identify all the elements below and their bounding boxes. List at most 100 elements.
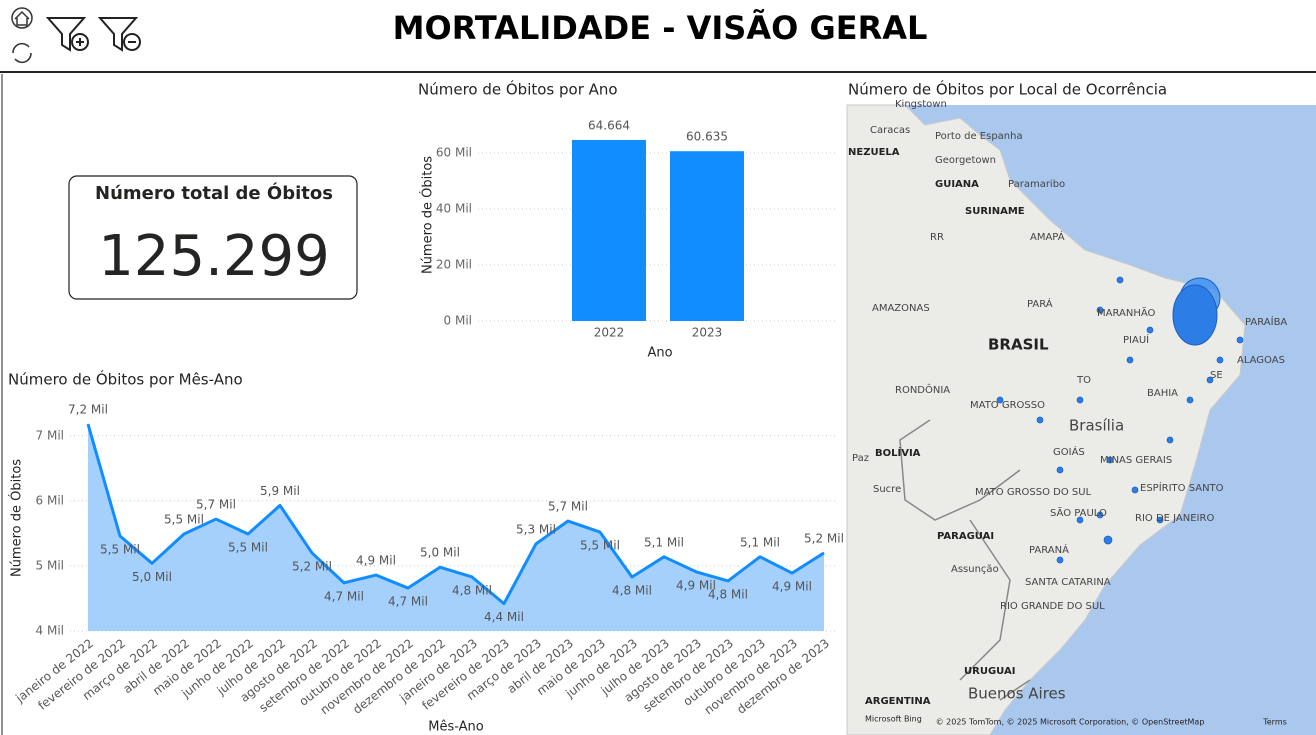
map-label: Caracas <box>870 125 910 136</box>
y-tick-label: 5 Mil <box>36 558 64 572</box>
map-label: MINAS GERAIS <box>1100 455 1172 466</box>
map-brand: Microsoft Bing <box>865 715 922 724</box>
x-tick-label: 2022 <box>594 326 625 340</box>
data-label: 4,9 Mil <box>676 578 716 592</box>
data-label: 5,5 Mil <box>164 513 204 527</box>
map-label: SÃO PAULO <box>1050 506 1107 519</box>
map-label: Assunção <box>951 564 999 575</box>
map[interactable]: Kingstown Caracas Porto de Espanha NEZUELA G… <box>846 99 1316 735</box>
map-attribution: © 2025 TomTom, © 2025 Microsoft Corporat… <box>936 718 1205 727</box>
map-label: Porto de Espanha <box>935 131 1023 142</box>
map-label: AMAPÁ <box>1030 230 1065 243</box>
data-label: 4,7 Mil <box>324 589 364 603</box>
map-label: Brasília <box>1069 417 1124 435</box>
kpi-card <box>68 175 358 300</box>
filter-add-button[interactable] <box>45 17 89 52</box>
y-tick-label: 7 Mil <box>36 428 64 442</box>
y-axis-title: Número de Óbitos <box>9 459 25 577</box>
y-axis-title: Número de Óbitos <box>420 156 436 274</box>
map-bubble-cluster[interactable] <box>1172 284 1218 346</box>
data-label: 5,1 Mil <box>740 535 780 549</box>
y-tick-label: 40 Mil <box>436 202 472 216</box>
map-label: URUGUAI <box>964 666 1015 677</box>
data-label: 5,2 Mil <box>292 559 332 573</box>
y-tick-label: 4 Mil <box>36 624 64 638</box>
y-tick-label: 6 Mil <box>36 493 64 507</box>
map-label: RIO DE JANEIRO <box>1135 513 1214 524</box>
data-label: 4,4 Mil <box>484 610 524 624</box>
map-title: Número de Óbitos por Local de Ocorrência <box>848 80 1167 99</box>
data-label: 5,1 Mil <box>644 535 684 549</box>
map-label: Paz <box>852 453 869 464</box>
data-label: 5,3 Mil <box>516 522 556 536</box>
map-label: BAHIA <box>1147 388 1178 399</box>
map-label: RONDÔNIA <box>895 383 950 396</box>
data-label: 4,8 Mil <box>708 587 748 601</box>
map-label: AMAZONAS <box>872 303 930 314</box>
filter-remove-button[interactable] <box>97 17 141 52</box>
map-points[interactable] <box>996 276 1244 564</box>
map-terms[interactable]: Terms <box>1262 718 1287 727</box>
map-label: Paramaribo <box>1008 179 1065 190</box>
y-tick-label: 20 Mil <box>436 258 472 272</box>
map-label: PARAGUAI <box>937 531 994 542</box>
map-label: MARANHÃO <box>1097 306 1156 319</box>
map-label: SURINAME <box>965 206 1025 217</box>
map-label: MATO GROSSO DO SUL <box>975 487 1092 498</box>
map-label: GUIANA <box>935 179 979 190</box>
data-label: 5,7 Mil <box>548 500 588 514</box>
map-label: RIO GRANDE DO SUL <box>1000 601 1105 612</box>
kpi-title: Número total de Óbitos <box>95 182 333 204</box>
data-label: 5,7 Mil <box>196 498 236 512</box>
map-label: Buenos Aires <box>968 685 1066 703</box>
map-label: MATO GROSSO <box>970 400 1045 411</box>
map-label: ALAGOAS <box>1237 355 1285 366</box>
map-label: PARANÁ <box>1029 543 1069 556</box>
data-label: 5,0 Mil <box>420 546 460 560</box>
data-label: 5,2 Mil <box>804 531 844 545</box>
chart-title: Número de Óbitos por Ano <box>418 80 618 99</box>
data-label: 4,8 Mil <box>612 583 652 597</box>
data-label: 64.664 <box>588 118 630 132</box>
line <box>86 423 825 606</box>
map-borders <box>899 419 1031 701</box>
refresh-button[interactable] <box>12 42 32 64</box>
data-label: 4,9 Mil <box>772 580 812 594</box>
x-tick-label: 2023 <box>692 326 723 340</box>
data-label: 7,2 Mil <box>68 403 108 417</box>
data-label: 5,9 Mil <box>260 484 300 498</box>
map-label: SE <box>1210 370 1223 381</box>
data-label: 60.635 <box>686 130 728 144</box>
map-land <box>846 104 1246 735</box>
map-label: GOIÁS <box>1053 445 1085 458</box>
page-title: MORTALIDADE - VISÃO GERAL <box>393 9 928 47</box>
map-label: BRASIL <box>988 336 1049 354</box>
map-label: PARÁ <box>1027 297 1053 310</box>
x-axis-title: Ano <box>647 346 672 361</box>
data-label: 4,7 Mil <box>388 595 428 609</box>
area <box>88 424 824 631</box>
y-tick-label: 60 Mil <box>436 146 472 160</box>
x-axis-title: Mês-Ano <box>428 720 484 735</box>
map-label: PIAUÍ <box>1123 333 1149 346</box>
map-label: TO <box>1076 375 1091 386</box>
chart-title: Número de Óbitos por Mês-Ano <box>8 370 243 389</box>
map-label: RR <box>930 232 944 243</box>
map-label: Sucre <box>873 484 901 495</box>
map-label: SANTA CATARINA <box>1025 577 1111 588</box>
map-label: PARAÍBA <box>1245 315 1287 328</box>
bar <box>572 139 646 321</box>
data-label: 5,0 Mil <box>132 570 172 584</box>
map-label: ARGENTINA <box>865 696 931 707</box>
y-tick-label: 0 Mil <box>444 314 472 328</box>
home-button[interactable] <box>11 7 33 29</box>
bar <box>670 151 744 321</box>
map-label: Georgetown <box>935 155 996 166</box>
map-label: Kingstown <box>895 99 947 110</box>
data-label: 4,9 Mil <box>356 554 396 568</box>
data-label: 5,5 Mil <box>100 542 140 556</box>
map-label: ESPÍRITO SANTO <box>1140 481 1224 494</box>
data-label: 5,5 Mil <box>580 539 620 553</box>
kpi-value: 125.299 <box>98 224 330 289</box>
